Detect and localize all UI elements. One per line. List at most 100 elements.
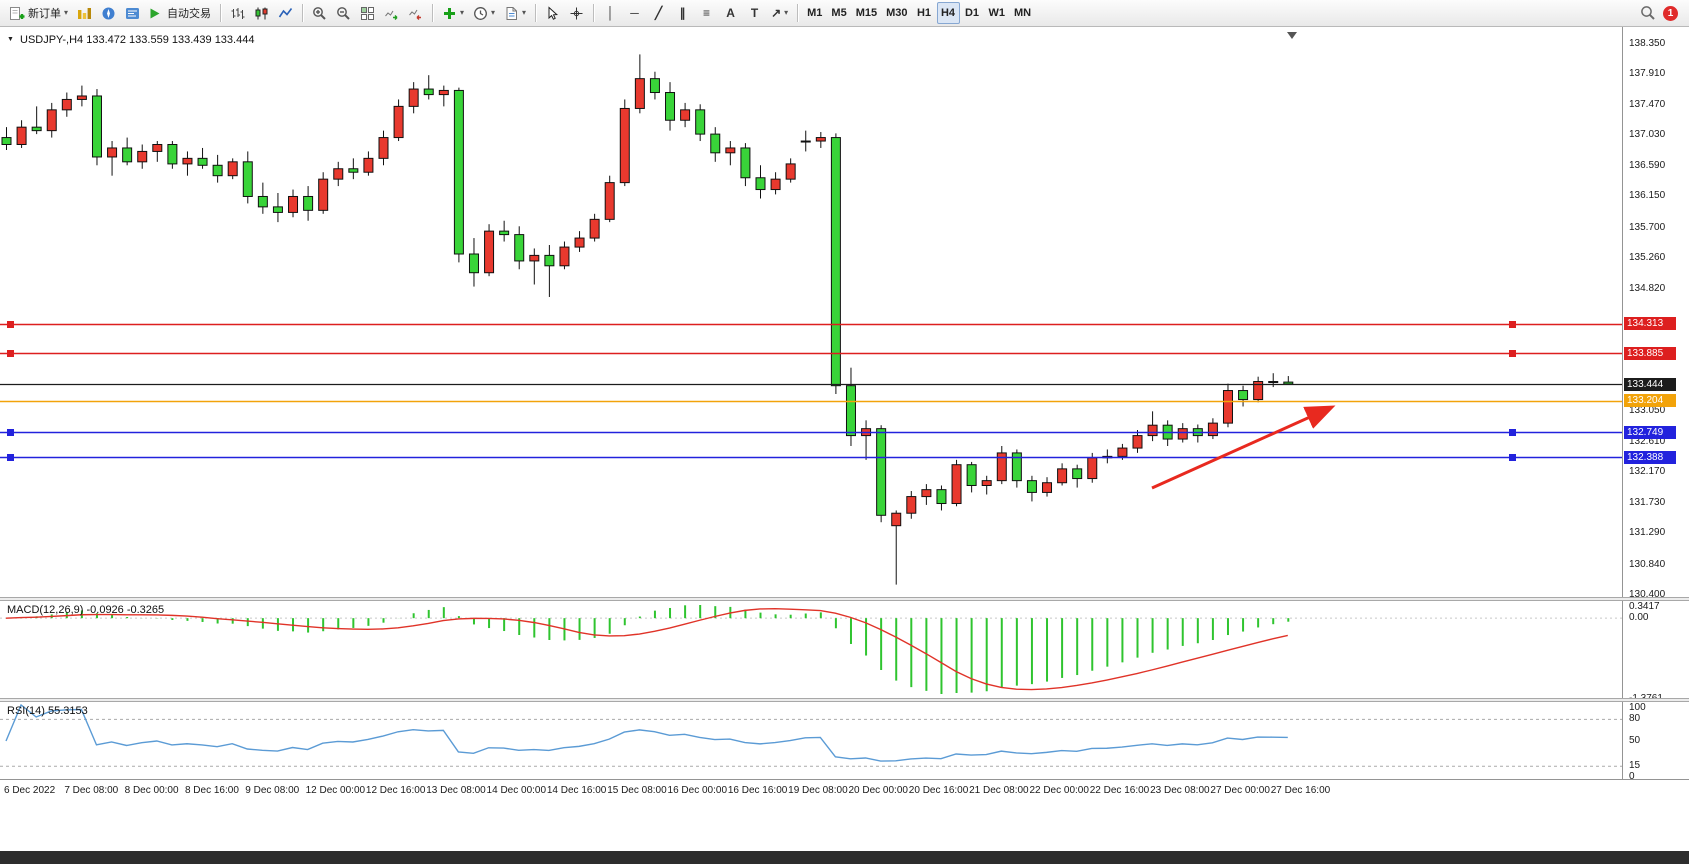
- trendline-button[interactable]: ╱: [647, 2, 670, 24]
- candle-body: [680, 109, 691, 121]
- vertical-line-button[interactable]: │: [599, 2, 622, 24]
- price-axis-label: 133.050: [1629, 405, 1666, 417]
- indicators-button[interactable]: ▾: [438, 2, 468, 24]
- caret-icon: ▾: [522, 8, 527, 17]
- chart-shift-marker[interactable]: [1287, 32, 1297, 39]
- fibonacci-button[interactable]: ≡: [695, 2, 718, 24]
- terminal-icon: [126, 7, 140, 19]
- trend-arrow[interactable]: [1151, 405, 1336, 490]
- line-handle[interactable]: [1509, 350, 1516, 357]
- price-chart-pane[interactable]: ▼ USDJPY-,H4 133.472 133.559 133.439 133…: [0, 27, 1689, 600]
- price-axis[interactable]: 138.350 137.910 137.470 137.030 136.590 136.1…: [1622, 27, 1689, 600]
- market-watch-button[interactable]: [73, 2, 96, 24]
- macd-title: MACD(12,26,9): [7, 604, 84, 616]
- candle-body: [1253, 381, 1264, 401]
- new-order-button[interactable]: 新订单 ▾: [5, 2, 72, 24]
- time-axis-label: 21 Dec 08:00: [969, 785, 1029, 796]
- time-axis-label: 27 Dec 00:00: [1210, 785, 1270, 796]
- templates-button[interactable]: ▾: [500, 2, 530, 24]
- timeframe-m5-button[interactable]: M5: [827, 2, 850, 24]
- arrows-tool-button[interactable]: ↗ ▾: [767, 2, 792, 24]
- candle-body: [1132, 435, 1143, 449]
- candle-body: [257, 195, 268, 208]
- line-handle[interactable]: [7, 350, 14, 357]
- candle-body: [378, 137, 389, 159]
- label-tool-button[interactable]: T: [743, 2, 766, 24]
- candle-body: [770, 178, 781, 191]
- text-tool-button[interactable]: A: [719, 2, 742, 24]
- timeframe-m15-button[interactable]: M15: [852, 2, 881, 24]
- time-axis-label: 15 Dec 08:00: [607, 785, 667, 796]
- time-axis[interactable]: 6 Dec 2022 7 Dec 08:00 8 Dec 00:00 8 Dec 16…: [0, 779, 1689, 801]
- timeframe-m30-button[interactable]: M30: [882, 2, 911, 24]
- time-axis-label: 8 Dec 16:00: [184, 785, 239, 796]
- timeframe-m1-button[interactable]: M1: [803, 2, 826, 24]
- candle-body: [152, 143, 163, 152]
- timeframe-label: M15: [855, 7, 878, 19]
- timeframe-h4-button[interactable]: H4: [936, 2, 960, 24]
- chart-collapse-icon: ▼: [7, 36, 14, 43]
- cursor-button[interactable]: [541, 2, 564, 24]
- price-axis-label: 134.820: [1629, 282, 1666, 294]
- line-handle[interactable]: [7, 429, 14, 436]
- price-axis-label: 135.260: [1629, 252, 1666, 264]
- pane-splitter[interactable]: [0, 597, 1689, 601]
- search-button[interactable]: [1636, 2, 1660, 24]
- new-order-icon: [10, 6, 25, 20]
- price-axis-label: 130.400: [1629, 589, 1666, 600]
- candle-body: [725, 147, 736, 154]
- timeframe-label: M5: [831, 7, 847, 19]
- zoom-out-icon: [337, 6, 350, 20]
- candle-body: [529, 254, 540, 262]
- zoom-in-button[interactable]: [308, 2, 331, 24]
- periods-button[interactable]: ▾: [469, 2, 499, 24]
- tile-windows-button[interactable]: [356, 2, 379, 24]
- bar-chart-button[interactable]: [226, 2, 249, 24]
- rsi-pane[interactable]: RSI(14) 55.3153 100 80 50 15 0: [0, 702, 1689, 782]
- line-handle[interactable]: [1509, 429, 1516, 436]
- channel-button[interactable]: ∥: [671, 2, 694, 24]
- label-tool-icon: T: [750, 6, 759, 20]
- line-handle[interactable]: [7, 454, 14, 461]
- price-axis-label: 132.610: [1629, 435, 1666, 447]
- notification-badge[interactable]: 1: [1663, 5, 1678, 21]
- auto-trading-button[interactable]: 自动交易: [145, 2, 215, 24]
- time-axis-label: 6 Dec 2022: [4, 785, 56, 796]
- pane-splitter[interactable]: [0, 698, 1689, 702]
- candle-body: [438, 89, 449, 96]
- line-handle[interactable]: [1509, 454, 1516, 461]
- candle-body: [665, 92, 676, 121]
- candle-body: [333, 168, 344, 180]
- candle-body: [1072, 468, 1083, 480]
- line-handle[interactable]: [7, 321, 14, 328]
- macd-pane[interactable]: MACD(12,26,9) -0.0926 -0.3265 0.3417 0.00…: [0, 601, 1689, 704]
- timeframe-d1-button[interactable]: D1: [961, 2, 984, 24]
- time-axis-label: 9 Dec 08:00: [245, 785, 300, 796]
- candle-body: [966, 464, 977, 486]
- candle-body: [318, 178, 329, 211]
- timeframe-mn-button[interactable]: MN: [1010, 2, 1035, 24]
- timeframe-w1-button[interactable]: W1: [985, 2, 1010, 24]
- timeframe-label: M1: [807, 7, 823, 19]
- candle-body: [122, 147, 133, 163]
- time-axis-label: 19 Dec 08:00: [788, 785, 848, 796]
- crosshair-button[interactable]: [565, 2, 588, 24]
- terminal-button[interactable]: [121, 2, 144, 24]
- crosshair-icon: [570, 7, 583, 19]
- line-handle[interactable]: [1509, 321, 1516, 328]
- timeframe-h1-button[interactable]: H1: [913, 2, 936, 24]
- rsi-axis-label: 100: [1629, 702, 1646, 713]
- chart-shift-button[interactable]: [404, 2, 427, 24]
- navigator-button[interactable]: [97, 2, 120, 24]
- candlestick-chart-button[interactable]: [250, 2, 273, 24]
- toolbar-separator: [220, 4, 222, 22]
- line-chart-button[interactable]: [274, 2, 297, 24]
- horizontal-line-button[interactable]: ─: [623, 2, 646, 24]
- trendline-icon: ╱: [654, 6, 663, 20]
- time-axis-label: 16 Dec 16:00: [727, 785, 788, 796]
- time-axis-label: 12 Dec 16:00: [365, 785, 426, 796]
- zoom-out-button[interactable]: [332, 2, 355, 24]
- price-chart[interactable]: [0, 27, 1622, 597]
- auto-scroll-button[interactable]: [380, 2, 403, 24]
- toolbar-separator: [797, 4, 799, 22]
